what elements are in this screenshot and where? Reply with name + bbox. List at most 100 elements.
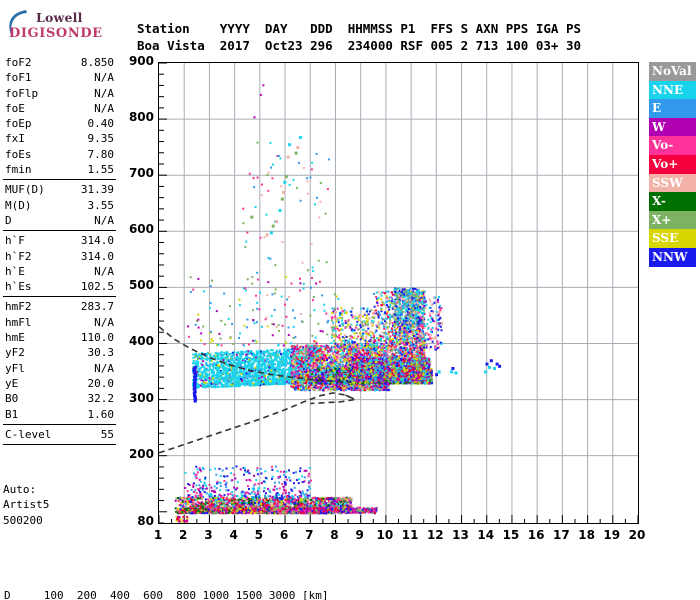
y-tick-label-80: 80 [137,514,154,528]
x-tick-label-13: 13 [452,528,469,542]
y-tick-label-400: 400 [128,334,154,349]
param-key: D [5,213,12,227]
ionogram-plot[interactable] [158,62,639,524]
param-value: N/A [94,86,114,100]
y-tick-label-700: 700 [128,166,154,181]
param-key: yFl [5,361,25,375]
param-value: 9.35 [87,132,115,146]
param-row-mufd: MUF(D) 31.39 [3,182,116,197]
param-key: M(D) [5,198,32,212]
param-row-foes: foEs 7.80 [3,147,116,162]
param-row-fof1: foF1 N/A [3,70,116,85]
param-row-hmfl: hmFl N/A [3,315,116,330]
legend-item-w[interactable]: W [649,117,696,137]
param-row-b0: B0 32.2 [3,391,116,406]
param-key: foE [5,101,25,115]
legend-item-noval[interactable]: NoVal [649,62,696,81]
x-tick-label-10: 10 [376,528,394,542]
param-value: 31.39 [80,183,114,197]
param-key: foF2 [5,56,32,69]
param-value: 1.55 [87,163,115,177]
param-key: MUF(D) [5,183,45,197]
x-tick-label-17: 17 [553,528,570,542]
param-key: foF1 [5,71,32,85]
legend-item-x[interactable]: X+ [649,210,696,230]
param-key: h`E [5,264,25,278]
legend-item-ssw[interactable]: SSW [649,173,696,193]
legend-item-e[interactable]: E [649,99,696,118]
footer-info: D 100 200 400 600 800 1000 1500 3000 [km… [4,558,596,600]
param-value: 102.5 [80,280,114,294]
param-key: hmE [5,331,25,345]
param-key: h`Es [5,280,32,294]
param-row-hmf2: hmF2 283.7 [3,299,116,314]
plot-gridlines [159,63,638,523]
legend-item-sse[interactable]: SSE [649,229,696,248]
param-row-fof2: foF2 8.850 [3,55,116,70]
legend-item-nne[interactable]: NNE [649,80,696,100]
param-value: 30.3 [87,346,115,360]
param-key: fmin [5,163,32,177]
x-axis-labels: 1 2 3 4 5 6 7 8 9 10 11 12 13 14 15 16 17 18 19 20 [150,528,650,548]
profile-curves [159,326,357,454]
x-tick-label-14: 14 [477,528,495,542]
x-tick-label-16: 16 [527,528,545,542]
legend-item-nnw[interactable]: NNW [649,247,696,267]
param-key: yE [5,376,19,390]
param-row-yf2: yF2 30.3 [3,345,116,360]
x-tick-label-5: 5 [254,528,263,542]
param-key: foFlp [5,86,39,100]
legend-item-vo[interactable]: Vo- [649,136,696,155]
x-tick-label-12: 12 [426,528,444,542]
x-tick-label-8: 8 [330,528,339,542]
param-row-d: D N/A [3,213,116,228]
x-tick-label-6: 6 [279,528,289,542]
param-key: C-level [5,427,52,441]
param-key: B0 [5,392,19,406]
param-value: 3.55 [87,198,115,212]
parameter-panel: foF2 8.850 foF1 N/A foFlp N/A foE N/A foEp 0.40 fx… [3,55,116,447]
param-row-fxi: fxI 9.35 [3,131,116,146]
param-key: foEs [5,147,32,161]
x-tick-label-20: 20 [628,528,646,542]
profile-curve-hook [310,394,357,405]
x-tick-label-9: 9 [355,528,364,542]
param-row-fmin: fmin 1.55 [3,162,116,177]
param-value: 314.0 [80,249,114,263]
param-value: 314.0 [80,234,114,248]
param-value: 0.40 [87,117,115,131]
param-value: 7.80 [87,147,115,161]
header-columns-line: Station YYYY DAY DDD HHMMSS P1 FFS S AXN… [137,21,582,36]
param-row-he: h`E N/A [3,264,116,279]
footer-distance-row: D 100 200 400 600 800 1000 1500 3000 [km… [4,589,329,600]
lowell-digisonde-logo: Lowell DIGISONDE [6,8,126,44]
param-row-hes: h`Es 102.5 [3,279,116,294]
param-row-foep: foEp 0.40 [3,116,116,131]
auto-scaling-info: Auto: Artist5 500200 [3,482,49,528]
param-value: N/A [94,264,114,278]
param-value: 1.60 [87,407,115,421]
param-group-divider [3,230,116,232]
param-value: 32.2 [87,392,115,406]
auto-code: 500200 [3,513,43,527]
param-value: N/A [94,101,114,115]
param-key: yF2 [5,346,25,360]
param-value: 8.850 [80,56,114,69]
profile-curve-F-region-profile [159,326,351,383]
param-row-hme: hmE 110.0 [3,330,116,345]
param-value: 110.0 [80,331,114,345]
param-value: 20.0 [87,376,115,390]
legend-item-x[interactable]: X- [649,192,696,211]
plot-canvas[interactable] [159,63,638,523]
param-value: N/A [94,315,114,329]
param-group-divider [3,296,116,298]
legend-item-vo[interactable]: Vo+ [649,154,696,174]
param-key: B1 [5,407,19,421]
plot-ticks [159,63,638,523]
x-tick-label-15: 15 [502,528,520,542]
param-row-clevel: C-level 55 [3,427,116,442]
param-key: h`F2 [5,249,32,263]
y-tick-label-900: 900 [128,54,154,68]
param-group-divider [3,444,116,446]
